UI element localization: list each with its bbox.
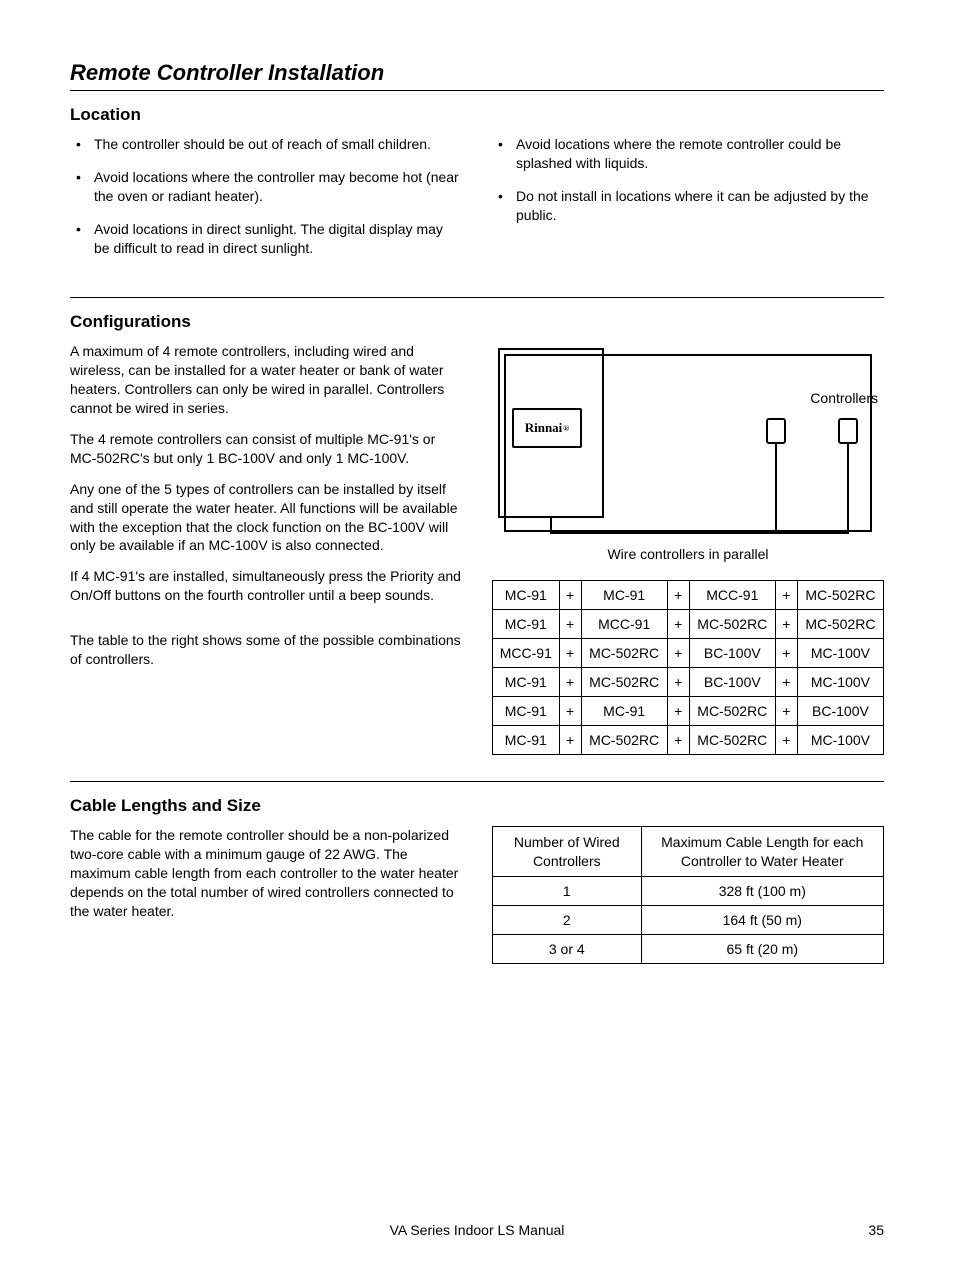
combo-cell: BC-100V [689,668,775,697]
location-bullet: Do not install in locations where it can… [516,187,884,225]
brand-label: Rinnai [525,420,563,436]
combo-cell: BC-100V [797,697,883,726]
combo-cell: MC-502RC [797,610,883,639]
config-paragraph: The table to the right shows some of the… [70,631,462,669]
diagram-caption: Wire controllers in parallel [492,546,884,562]
cable-paragraph: The cable for the remote controller shou… [70,826,462,920]
cable-table-header: Number of Wired Controllers [493,827,642,876]
cable-cell: 3 or 4 [493,934,642,963]
cable-cell: 1 [493,876,642,905]
combo-cell: MC-100V [797,639,883,668]
location-heading: Location [70,105,884,125]
brand-panel: Rinnai® [512,408,582,448]
combo-cell: MCC-91 [493,639,560,668]
config-paragraph: If 4 MC-91's are installed, simultaneous… [70,567,462,605]
plus-cell: + [559,639,581,668]
plus-cell: + [667,668,689,697]
plus-cell: + [775,668,797,697]
plus-cell: + [667,639,689,668]
combo-cell: MC-502RC [581,668,667,697]
configurations-heading: Configurations [70,312,884,332]
section-divider [70,781,884,782]
footer-manual-name: VA Series Indoor LS Manual [70,1222,884,1238]
plus-cell: + [775,610,797,639]
plus-cell: + [775,639,797,668]
combo-cell: MC-91 [493,610,560,639]
wire-icon [550,532,848,534]
cable-cell: 164 ft (50 m) [641,905,883,934]
section-divider [70,297,884,298]
cable-length-table: Number of Wired Controllers Maximum Cabl… [492,826,884,963]
brand-dot-icon: ® [563,424,569,433]
configurations-columns: A maximum of 4 remote controllers, inclu… [70,342,884,755]
plus-cell: + [667,581,689,610]
controller-icon [766,418,786,444]
plus-cell: + [775,726,797,755]
cable-heading: Cable Lengths and Size [70,796,884,816]
location-columns: The controller should be out of reach of… [70,135,884,271]
location-bullet: Avoid locations where the controller may… [94,168,462,206]
plus-cell: + [559,726,581,755]
wire-icon [775,444,777,534]
combinations-table: MC-91+MC-91+MCC-91+MC-502RCMC-91+MCC-91+… [492,580,884,755]
combo-cell: MC-91 [493,726,560,755]
controllers-label: Controllers [810,390,878,406]
combo-cell: MC-502RC [581,726,667,755]
plus-cell: + [775,581,797,610]
plus-cell: + [667,697,689,726]
location-bullet: The controller should be out of reach of… [94,135,462,154]
cable-cell: 2 [493,905,642,934]
location-bullet: Avoid locations where the remote control… [516,135,884,173]
combo-cell: MC-91 [493,581,560,610]
combo-cell: BC-100V [689,639,775,668]
plus-cell: + [667,610,689,639]
config-paragraph: Any one of the 5 types of controllers ca… [70,480,462,556]
wire-icon [847,444,849,534]
page-title: Remote Controller Installation [70,60,884,91]
combo-cell: MCC-91 [689,581,775,610]
combo-cell: MC-91 [493,668,560,697]
combo-cell: MC-502RC [689,697,775,726]
plus-cell: + [559,668,581,697]
wiring-diagram: Rinnai® Controllers Wire controllers in … [492,342,884,562]
plus-cell: + [667,726,689,755]
combo-cell: MC-502RC [581,639,667,668]
cable-cell: 65 ft (20 m) [641,934,883,963]
combo-cell: MC-502RC [689,726,775,755]
cable-table-header: Maximum Cable Length for each Controller… [641,827,883,876]
config-paragraph: A maximum of 4 remote controllers, inclu… [70,342,462,418]
combo-cell: MCC-91 [581,610,667,639]
combo-cell: MC-91 [493,697,560,726]
combo-cell: MC-91 [581,581,667,610]
combo-cell: MC-100V [797,726,883,755]
cable-cell: 328 ft (100 m) [641,876,883,905]
combo-cell: MC-100V [797,668,883,697]
combo-cell: MC-502RC [689,610,775,639]
location-bullet: Avoid locations in direct sunlight. The … [94,220,462,258]
combo-cell: MC-502RC [797,581,883,610]
config-paragraph: The 4 remote controllers can consist of … [70,430,462,468]
combo-cell: MC-91 [581,697,667,726]
plus-cell: + [559,610,581,639]
plus-cell: + [775,697,797,726]
cable-columns: The cable for the remote controller shou… [70,826,884,963]
plus-cell: + [559,697,581,726]
page-number: 35 [868,1222,884,1238]
controller-icon [838,418,858,444]
plus-cell: + [559,581,581,610]
